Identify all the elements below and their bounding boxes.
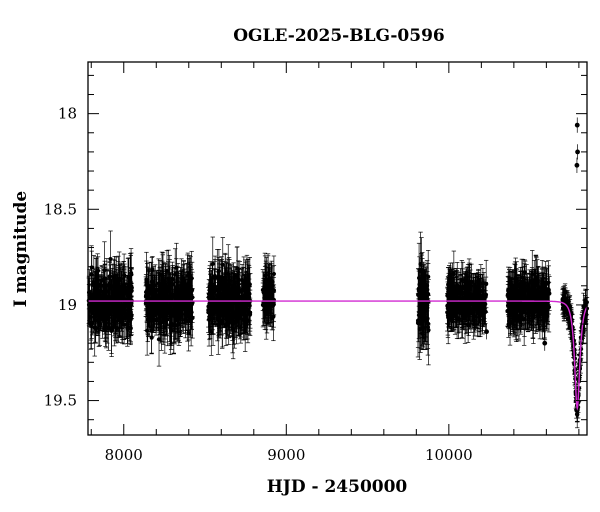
y-tick-label: 18.5 (44, 200, 77, 218)
data-point (101, 267, 107, 323)
data-point (94, 274, 100, 317)
data-point (186, 284, 191, 323)
y-axis-label: I magnitude (11, 191, 31, 308)
y-tick-label: 19.5 (44, 392, 77, 410)
chart-title: OGLE-2025-BLG-0596 (233, 26, 445, 46)
x-tick-label: 9000 (267, 446, 305, 464)
y-tick-label: 18 (58, 105, 77, 123)
x-tick-label: 8000 (105, 446, 143, 464)
data-point (146, 270, 152, 305)
data-point (154, 287, 159, 333)
data-point (145, 305, 150, 335)
data-point (124, 283, 130, 326)
data-point (175, 263, 181, 316)
data-point (574, 117, 580, 133)
data-point (156, 271, 162, 318)
data-point (143, 274, 149, 318)
data-point (184, 262, 189, 314)
data-point (174, 302, 180, 332)
y-tick-label: 19 (58, 296, 77, 314)
x-tick-label: 10000 (425, 446, 473, 464)
data-point (152, 274, 158, 308)
axis-ticks: 8000 9000 10000 18 18.5 19 19.5 (44, 62, 587, 464)
data-point (108, 230, 113, 288)
data-point (102, 283, 107, 335)
data-point (149, 257, 155, 307)
data-point (147, 288, 153, 332)
data-point (170, 265, 176, 294)
data-point (189, 278, 194, 314)
data-points (86, 117, 590, 429)
data-point (89, 293, 94, 328)
data-point (574, 157, 580, 173)
data-point (575, 144, 580, 160)
data-point (164, 288, 169, 336)
data-point (96, 290, 102, 347)
data-point (89, 250, 94, 285)
data-point (163, 289, 169, 323)
plot-frame (87, 61, 588, 436)
data-point (113, 283, 118, 325)
x-axis-label: HJD - 2450000 (267, 477, 408, 497)
data-point (109, 301, 114, 357)
data-point (484, 324, 489, 340)
data-point (128, 291, 133, 319)
data-point (127, 253, 133, 308)
